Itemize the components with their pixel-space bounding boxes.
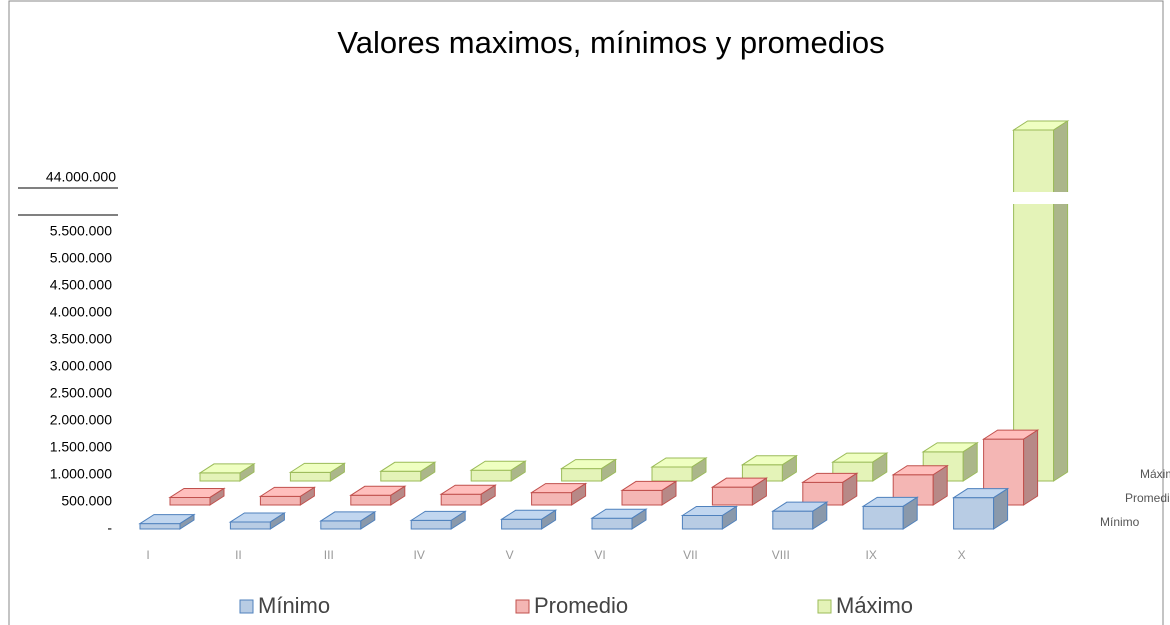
bar-side <box>420 461 436 482</box>
chart-title: Valores maximos, mínimos y promedios <box>337 25 884 60</box>
bar-front <box>531 492 573 506</box>
bar-side <box>812 501 828 530</box>
x-tick-label: III <box>324 548 334 562</box>
bar-side <box>390 485 406 506</box>
bar-front <box>350 494 392 506</box>
bar-side <box>751 477 767 506</box>
bar-side <box>360 510 376 530</box>
bar-side <box>179 513 195 530</box>
bar-front <box>862 505 904 530</box>
bar-front <box>139 523 181 530</box>
bar-front <box>1013 129 1055 482</box>
bar-front <box>651 466 693 482</box>
bar-side <box>329 462 345 482</box>
y-tick-label: 2.500.000 <box>50 385 112 401</box>
bar-side <box>1023 429 1039 506</box>
chart-frame <box>8 0 1164 625</box>
y-tick-label: 500.000 <box>61 493 112 509</box>
bar-side <box>209 487 225 506</box>
bar-side <box>510 460 526 482</box>
y-tick-label: 2.000.000 <box>50 412 112 428</box>
bar-front <box>229 521 271 530</box>
legend-swatch <box>817 599 832 614</box>
y-tick-label: 5.000.000 <box>50 250 112 266</box>
bar-side <box>450 510 466 530</box>
bar-front <box>591 517 633 530</box>
series-0 <box>138 487 1010 530</box>
bar-front <box>501 518 543 530</box>
y-tick-label: 5.500.000 <box>50 223 112 239</box>
x-tick-label: VIII <box>772 548 790 562</box>
bar-front <box>169 496 211 506</box>
bar-side <box>601 458 617 482</box>
y-tick-label: 3.000.000 <box>50 358 112 374</box>
bar-front <box>289 471 331 482</box>
bar-side <box>571 482 587 506</box>
bar-side <box>721 505 737 530</box>
y-tick-label: 4.500.000 <box>50 277 112 293</box>
bar-front <box>681 515 723 530</box>
bar-front <box>772 510 814 530</box>
bar-side <box>631 508 647 530</box>
x-tick-label: X <box>958 548 966 562</box>
x-tick-label: VII <box>683 548 698 562</box>
bar-front <box>199 472 241 482</box>
legend-label: Mínimo <box>258 593 330 618</box>
y-tick-label: 1.000.000 <box>50 466 112 482</box>
x-tick-label: II <box>235 548 242 562</box>
x-tick-label: IX <box>866 548 877 562</box>
y-tick-label: 1.500.000 <box>50 439 112 455</box>
bar-front <box>561 468 603 482</box>
y-tick-label: 44.000.000 <box>46 169 116 185</box>
bar-side <box>872 452 888 482</box>
bar-side <box>691 457 707 482</box>
bar-front <box>410 519 452 530</box>
x-tick-label: I <box>146 548 149 562</box>
row-label: Máximo <box>1140 467 1170 481</box>
bar-front <box>440 493 482 506</box>
bar-side <box>993 487 1009 530</box>
y-tick-label: 3.500.000 <box>50 331 112 347</box>
bar-side <box>299 486 315 506</box>
bar-side <box>842 472 858 506</box>
x-tick-label: V <box>506 548 514 562</box>
bar-front <box>259 495 301 506</box>
legend-label: Máximo <box>836 593 913 618</box>
row-label: Promedio <box>1125 491 1170 505</box>
bar-front <box>470 469 512 482</box>
x-tick-label: VI <box>594 548 605 562</box>
x-tick-label: IV <box>414 548 425 562</box>
bar-side <box>661 480 677 506</box>
bar-side <box>541 509 557 530</box>
bar-side <box>932 464 948 506</box>
legend-swatch <box>515 599 530 614</box>
bar-side <box>902 496 918 530</box>
bar-side <box>480 484 496 506</box>
bar-side <box>962 441 978 482</box>
bar-front <box>711 486 753 506</box>
bar-front <box>953 497 995 530</box>
bar-break <box>1011 192 1072 204</box>
bar-front <box>621 489 663 506</box>
legend-swatch <box>239 599 254 614</box>
bar-front <box>320 520 362 530</box>
bar-front <box>380 470 422 482</box>
row-label: Mínimo <box>1100 515 1140 529</box>
legend-label: Promedio <box>534 593 628 618</box>
bar-side <box>1053 120 1069 482</box>
bar-side <box>269 512 285 530</box>
y-tick-label: - <box>107 520 112 536</box>
y-tick-label: 4.000.000 <box>50 304 112 320</box>
bar-side <box>781 454 797 482</box>
bar-front <box>802 481 844 506</box>
bar-side <box>239 462 255 482</box>
